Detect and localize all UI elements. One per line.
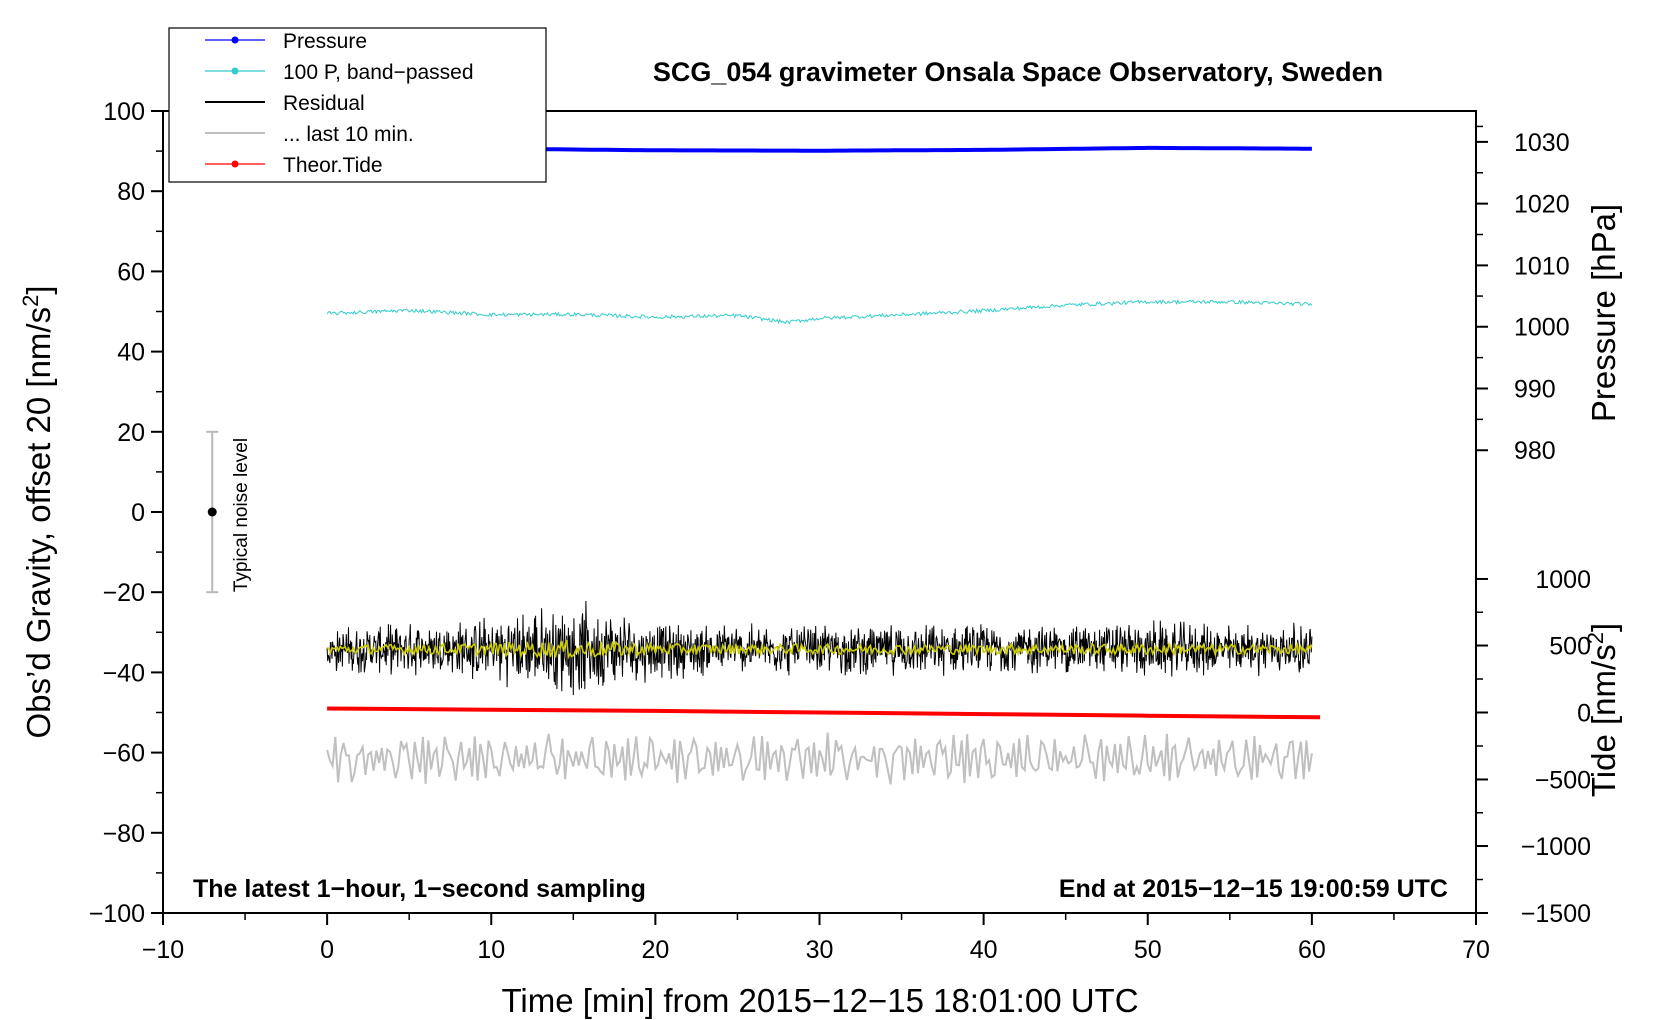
axes-layer: −10 0 10 20 30 40 50 60 70100806040200−20−40−60−… [89, 98, 1591, 964]
tide-tick-label: 0 [1577, 700, 1591, 728]
x-tick-label: 10 [477, 936, 505, 964]
y-tick-label: 100 [103, 98, 145, 126]
y-tick-label: 60 [117, 258, 145, 286]
pressure-axis-title: Pressure [hPa] [1585, 204, 1622, 422]
tide-tick-label: 1000 [1535, 566, 1591, 594]
annotation-bottom-right: End at 2015−12−15 19:00:59 UTC [1059, 875, 1448, 903]
pressure-tick-label: 1020 [1514, 191, 1570, 219]
pressure-tick-label: 990 [1514, 375, 1556, 403]
legend-label-tide: Theor.Tide [283, 154, 383, 177]
legend-marker-bandpassed [231, 67, 239, 75]
y-tick-label: 0 [131, 499, 145, 527]
tide-tick-label: 500 [1549, 633, 1591, 661]
series-theor-tide [327, 706, 1321, 720]
series-band-passed [326, 299, 1313, 325]
plot-frame [162, 110, 1477, 914]
noise-bar-point [207, 507, 217, 517]
chart-title: SCG_054 gravimeter Onsala Space Observat… [653, 57, 1383, 87]
pressure-tick-label: 1010 [1514, 252, 1570, 280]
legend-label-last10: ... last 10 min. [283, 123, 414, 146]
x-tick-label: 70 [1462, 936, 1490, 964]
y-axis-title-sup: 2 [18, 295, 43, 307]
series-last-10-min [326, 732, 1313, 785]
y-tick-label: −20 [103, 579, 145, 607]
legend-label-residual: Residual [283, 92, 365, 115]
legend-item-residual: Residual [205, 92, 365, 115]
legend-marker-pressure [231, 36, 239, 44]
x-tick-label: 20 [641, 936, 669, 964]
x-tick-label: 30 [806, 936, 834, 964]
annotation-bottom-left: The latest 1−hour, 1−second sampling [193, 875, 646, 903]
tide-tick-label: −1000 [1521, 833, 1591, 861]
tide-tick-label: −1500 [1521, 900, 1591, 928]
legend-marker-tide [231, 160, 239, 168]
tide-tick-label: −500 [1535, 766, 1591, 794]
tide-axis-title: Tide [nm/s2] [1583, 623, 1622, 797]
legend-item-bandpassed: 100 P, band−passed [205, 61, 474, 84]
series-residual-mean [327, 639, 1313, 660]
noise-level-label: Typical noise level [231, 438, 252, 592]
pressure-tick-label: 980 [1514, 437, 1556, 465]
y-tick-label: −80 [103, 820, 145, 848]
y-tick-label: 20 [117, 419, 145, 447]
legend-label-pressure: Pressure [283, 30, 367, 53]
legend: Pressure 100 P, band−passed Residual ...… [168, 27, 547, 183]
legend-item-tide: Theor.Tide [205, 154, 383, 177]
y-tick-label: −100 [89, 900, 145, 928]
y-axis-title: Obs’d Gravity, offset 20 [nm/s2] [18, 285, 57, 738]
x-tick-label: 50 [1134, 936, 1162, 964]
pressure-tick-label: 1000 [1514, 314, 1570, 342]
legend-box [168, 27, 547, 183]
y-tick-label: −60 [103, 740, 145, 768]
y-tick-label: −40 [103, 659, 145, 687]
x-axis-title: Time [min] from 2015−12−15 18:01:00 UTC [501, 982, 1138, 1019]
series-layer [206, 145, 1321, 785]
x-tick-label: 0 [320, 936, 334, 964]
x-tick-label: 40 [970, 936, 998, 964]
tide-axis-title-sup: 2 [1583, 632, 1608, 644]
legend-label-bandpassed: 100 P, band−passed [283, 61, 474, 84]
y-tick-label: 40 [117, 339, 145, 367]
x-tick-label: 60 [1298, 936, 1326, 964]
y-tick-label: 80 [117, 178, 145, 206]
x-tick-label: −10 [142, 936, 184, 964]
legend-item-pressure: Pressure [205, 30, 367, 53]
legend-item-last10: ... last 10 min. [205, 123, 414, 146]
pressure-tick-label: 1030 [1514, 129, 1570, 157]
